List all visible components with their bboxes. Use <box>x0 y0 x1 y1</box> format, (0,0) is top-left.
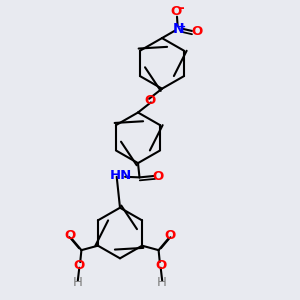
Text: H: H <box>157 276 167 289</box>
Text: O: O <box>191 25 203 38</box>
Text: O: O <box>74 259 85 272</box>
Text: O: O <box>144 94 156 107</box>
Text: O: O <box>170 5 181 18</box>
Text: +: + <box>178 22 186 32</box>
Text: O: O <box>153 170 164 183</box>
Text: HN: HN <box>110 169 132 182</box>
Text: H: H <box>73 276 83 289</box>
Text: O: O <box>155 259 166 272</box>
Text: -: - <box>178 1 184 15</box>
Text: O: O <box>64 229 75 242</box>
Text: N: N <box>173 22 184 36</box>
Text: O: O <box>165 229 176 242</box>
